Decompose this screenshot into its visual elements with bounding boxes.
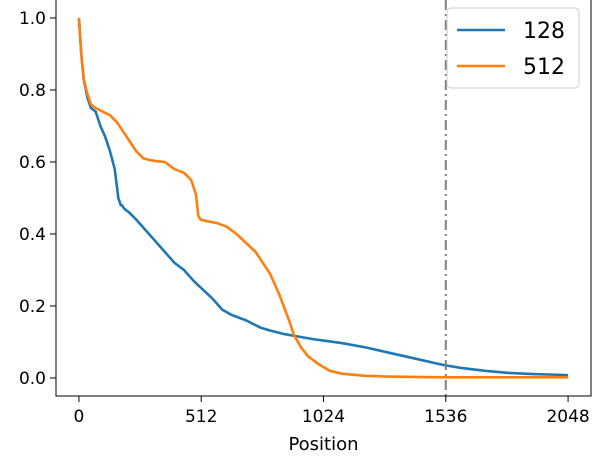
x-tick-label: 1024 [302,407,345,427]
series-line-128 [77,17,569,377]
legend-label-512: 512 [523,55,565,80]
x-tick-label: 0 [74,407,85,427]
y-tick-label: 0.4 [19,225,46,245]
y-tick-label: 0.2 [19,297,46,317]
x-tick-label: 1536 [424,407,467,427]
legend-label-128: 128 [523,19,565,44]
plot-area [77,0,569,396]
axes: 0 512 1024 1536 2048 0.0 0.2 0.4 0.6 0.8 1.0 [19,0,592,427]
x-tick-label: 2048 [546,407,589,427]
y-tick-label: 0.8 [19,81,46,101]
y-tick-label: 0.6 [19,153,46,173]
y-tick-label: 1.0 [19,9,46,29]
y-tick-label: 0.0 [19,369,46,389]
series-line-512 [77,17,569,379]
x-tick-label: 512 [185,407,217,427]
x-axis-label: Position [288,434,358,455]
legend-box [446,7,580,89]
